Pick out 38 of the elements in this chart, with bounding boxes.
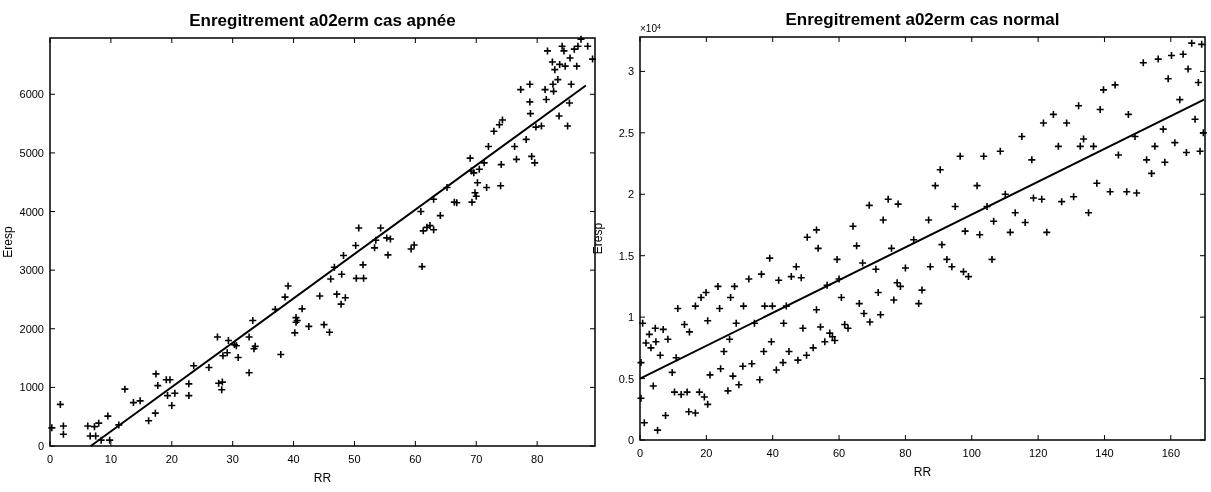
y-tick-label: 1000	[19, 381, 44, 394]
y-tick-label: 3000	[19, 264, 44, 277]
x-tick-label: 0	[636, 447, 644, 459]
y-tick-label: 4000	[19, 205, 44, 218]
x-axis-title: RR	[913, 465, 932, 479]
text: ×10$^{4}$	[640, 22, 661, 34]
x-tick-label: 80	[899, 447, 912, 459]
x-tick-label: 60	[832, 447, 846, 459]
y-tick-label: 3	[627, 65, 634, 78]
y-axis-title: Eresp	[591, 222, 605, 255]
y-tick-label: 2.5	[618, 126, 634, 139]
x-tick-label: 40	[287, 453, 300, 465]
x-tick-label: 20	[165, 453, 178, 465]
x-tick-label: 20	[700, 447, 713, 459]
y-tick-label: 1.5	[618, 249, 634, 262]
y-axis-title: Eresp	[1, 226, 15, 258]
x-tick-label: 160	[1161, 447, 1181, 459]
x-tick-label: 60	[409, 453, 422, 465]
y-tick-label: 2	[627, 188, 634, 201]
x-tick-label: 50	[348, 453, 361, 465]
chart-title: Enregitrement a02erm cas normal	[785, 10, 1060, 29]
x-tick-label: 100	[962, 447, 981, 459]
x-tick-label: 140	[1095, 447, 1114, 459]
x-tick-label: 120	[1028, 447, 1048, 459]
x-tick-label: 40	[766, 447, 779, 459]
x-axis-title: RR	[313, 471, 332, 485]
y-tick-label: 0	[627, 434, 634, 446]
x-tick-label: 30	[226, 453, 239, 465]
y-tick-label: 5000	[19, 146, 44, 159]
chart-title: Enregitrement a02erm cas apnée	[189, 11, 456, 30]
x-tick-label: 10	[104, 453, 118, 465]
x-tick-label: 80	[531, 453, 544, 465]
y-tick-label: 6000	[19, 88, 44, 101]
y-tick-label: 2000	[19, 322, 44, 335]
x-tick-label: 0	[46, 453, 54, 465]
y-tick-label: 0.5	[618, 372, 634, 385]
y-tick-label: 1	[627, 311, 634, 324]
x-tick-label: 70	[470, 453, 483, 465]
